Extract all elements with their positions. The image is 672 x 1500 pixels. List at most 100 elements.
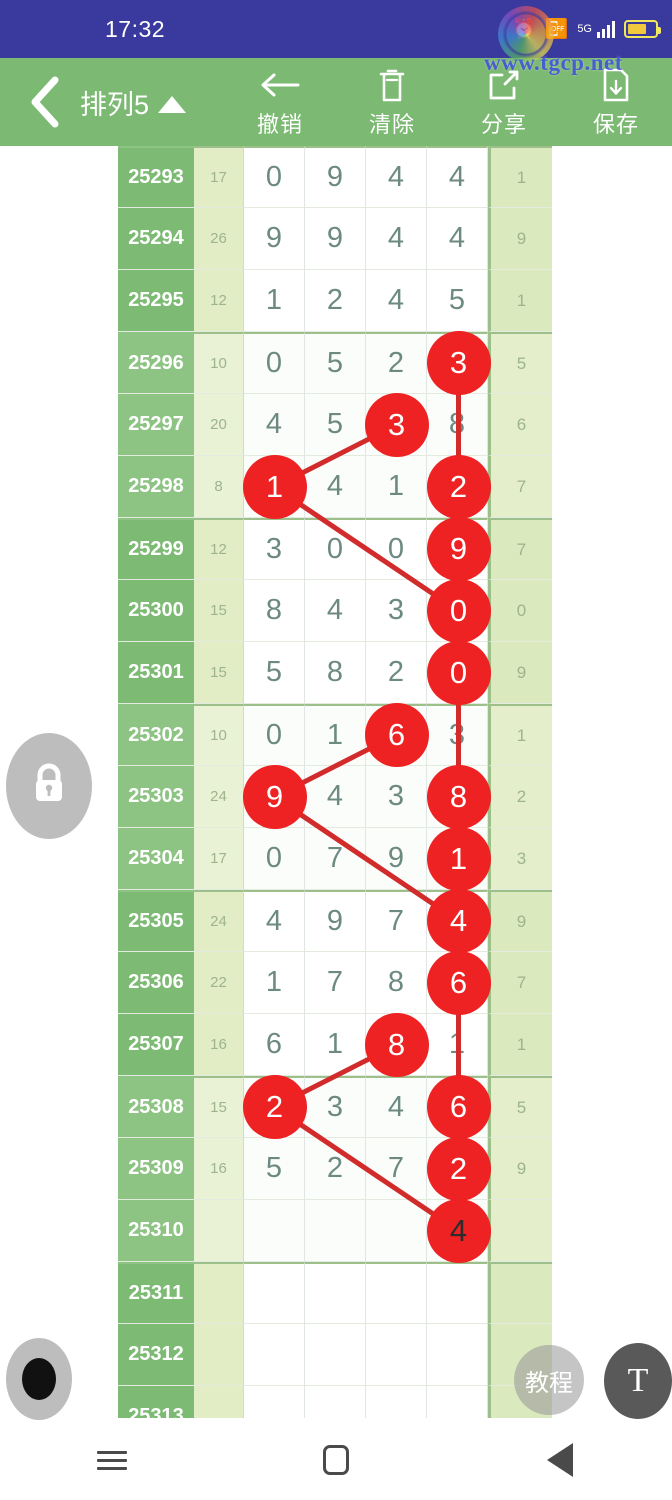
clear-button[interactable]: 清除 — [336, 58, 448, 146]
cell-digit-3[interactable]: 4 — [366, 208, 427, 270]
cell-digit-3[interactable]: 8 — [366, 952, 427, 1014]
table-row[interactable]: 25298 8 1 4 1 2 7 — [118, 456, 554, 518]
cell-digit-3[interactable] — [366, 1200, 427, 1262]
cell-digit-3[interactable]: 7 — [366, 1138, 427, 1200]
cell-digit-4[interactable]: 9 — [427, 518, 488, 580]
cell-digit-4[interactable]: 3 — [427, 704, 488, 766]
cell-digit-3[interactable]: 4 — [366, 1076, 427, 1138]
cell-digit-3[interactable]: 3 — [366, 766, 427, 828]
cell-digit-4[interactable]: 4 — [427, 146, 488, 208]
page-title[interactable]: 排列5 — [80, 83, 187, 122]
cell-digit-4[interactable]: 0 — [427, 580, 488, 642]
table-row[interactable]: 25309 16 5 2 7 2 9 — [118, 1138, 554, 1200]
text-tool-button[interactable]: T — [604, 1343, 672, 1419]
table-row[interactable]: 25312 — [118, 1324, 554, 1386]
cell-digit-3[interactable]: 3 — [366, 580, 427, 642]
cell-digit-1[interactable]: 0 — [244, 828, 305, 890]
cell-digit-1[interactable]: 8 — [244, 580, 305, 642]
cell-digit-3[interactable] — [366, 1386, 427, 1418]
cell-digit-2[interactable]: 5 — [305, 394, 366, 456]
cell-digit-3[interactable]: 4 — [366, 270, 427, 332]
cell-digit-4[interactable] — [427, 1324, 488, 1386]
cell-digit-4[interactable]: 8 — [427, 394, 488, 456]
cell-digit-2[interactable]: 2 — [305, 270, 366, 332]
undo-button[interactable]: 撤销 — [224, 58, 336, 146]
cell-digit-1[interactable]: 0 — [244, 704, 305, 766]
cell-digit-2[interactable]: 9 — [305, 890, 366, 952]
cell-digit-4[interactable] — [427, 1386, 488, 1418]
table-row[interactable]: 25306 22 1 7 8 6 7 — [118, 952, 554, 1014]
table-row[interactable]: 25308 15 2 3 4 6 5 — [118, 1076, 554, 1138]
cell-digit-1[interactable]: 0 — [244, 332, 305, 394]
cell-digit-1[interactable]: 1 — [244, 456, 305, 518]
cell-digit-3[interactable]: 0 — [366, 518, 427, 580]
cell-digit-1[interactable] — [244, 1200, 305, 1262]
lottery-history-table[interactable]: 25293 17 0 9 4 4 1 25294 26 9 9 4 4 9 25295 12 1 2 4 5 1 2529… — [118, 146, 554, 1418]
table-row[interactable]: 25310 — [118, 1200, 554, 1262]
cell-digit-1[interactable]: 3 — [244, 518, 305, 580]
cell-digit-3[interactable]: 2 — [366, 332, 427, 394]
cell-digit-2[interactable]: 9 — [305, 146, 366, 208]
cell-digit-4[interactable]: 4 — [427, 208, 488, 270]
cell-digit-4[interactable]: 8 — [427, 766, 488, 828]
cell-digit-4[interactable]: 1 — [427, 828, 488, 890]
table-row[interactable]: 25295 12 1 2 4 5 1 — [118, 270, 554, 332]
cell-digit-3[interactable]: 9 — [366, 828, 427, 890]
cell-digit-1[interactable]: 4 — [244, 890, 305, 952]
cell-digit-4[interactable]: 1 — [427, 1014, 488, 1076]
cell-digit-2[interactable]: 8 — [305, 642, 366, 704]
tutorial-button[interactable]: 教程 — [514, 1345, 584, 1415]
cell-digit-3[interactable]: 6 — [366, 704, 427, 766]
table-row[interactable]: 25300 15 8 4 3 0 0 — [118, 580, 554, 642]
cell-digit-2[interactable] — [305, 1324, 366, 1386]
cell-digit-3[interactable]: 2 — [366, 642, 427, 704]
cell-digit-1[interactable]: 4 — [244, 394, 305, 456]
cell-digit-4[interactable]: 6 — [427, 952, 488, 1014]
cell-digit-4[interactable]: 2 — [427, 456, 488, 518]
cell-digit-1[interactable] — [244, 1262, 305, 1324]
table-row[interactable]: 25303 24 9 4 3 8 2 — [118, 766, 554, 828]
cell-digit-4[interactable]: 2 — [427, 1138, 488, 1200]
cell-digit-1[interactable]: 1 — [244, 270, 305, 332]
cell-digit-2[interactable]: 4 — [305, 580, 366, 642]
table-row[interactable]: 25304 17 0 7 9 1 3 — [118, 828, 554, 890]
lock-button[interactable] — [6, 733, 92, 839]
cell-digit-1[interactable]: 2 — [244, 1076, 305, 1138]
table-row[interactable]: 25313 — [118, 1386, 554, 1418]
table-row[interactable]: 25294 26 9 9 4 4 9 — [118, 208, 554, 270]
cell-digit-2[interactable] — [305, 1200, 366, 1262]
cell-digit-4[interactable]: 5 — [427, 270, 488, 332]
cell-digit-3[interactable] — [366, 1262, 427, 1324]
cell-digit-2[interactable]: 0 — [305, 518, 366, 580]
home-icon[interactable] — [276, 1445, 396, 1475]
table-row[interactable]: 25299 12 3 0 0 9 7 — [118, 518, 554, 580]
recents-icon[interactable] — [52, 1446, 172, 1475]
cell-digit-3[interactable] — [366, 1324, 427, 1386]
cell-digit-2[interactable]: 2 — [305, 1138, 366, 1200]
cell-digit-4[interactable]: 6 — [427, 1076, 488, 1138]
share-button[interactable]: 分享 — [448, 58, 560, 146]
cell-digit-3[interactable]: 3 — [366, 394, 427, 456]
cell-digit-3[interactable]: 1 — [366, 456, 427, 518]
cell-digit-1[interactable]: 0 — [244, 146, 305, 208]
cell-digit-2[interactable]: 3 — [305, 1076, 366, 1138]
cell-digit-2[interactable] — [305, 1386, 366, 1418]
cell-digit-3[interactable]: 4 — [366, 146, 427, 208]
cell-digit-2[interactable] — [305, 1262, 366, 1324]
cell-digit-4[interactable]: 3 — [427, 332, 488, 394]
cell-digit-2[interactable]: 7 — [305, 828, 366, 890]
save-button[interactable]: 保存 — [560, 58, 672, 146]
cell-digit-2[interactable]: 9 — [305, 208, 366, 270]
cell-digit-4[interactable]: 0 — [427, 642, 488, 704]
table-row[interactable]: 25296 10 0 5 2 3 5 — [118, 332, 554, 394]
table-row[interactable]: 25311 — [118, 1262, 554, 1324]
cell-digit-1[interactable]: 6 — [244, 1014, 305, 1076]
back-chevron-icon[interactable] — [12, 76, 76, 128]
cell-digit-2[interactable]: 7 — [305, 952, 366, 1014]
cell-digit-4[interactable] — [427, 1200, 488, 1262]
cell-digit-2[interactable]: 1 — [305, 704, 366, 766]
cell-digit-2[interactable]: 4 — [305, 456, 366, 518]
cell-digit-1[interactable] — [244, 1324, 305, 1386]
cell-digit-2[interactable]: 1 — [305, 1014, 366, 1076]
cell-digit-1[interactable]: 9 — [244, 766, 305, 828]
